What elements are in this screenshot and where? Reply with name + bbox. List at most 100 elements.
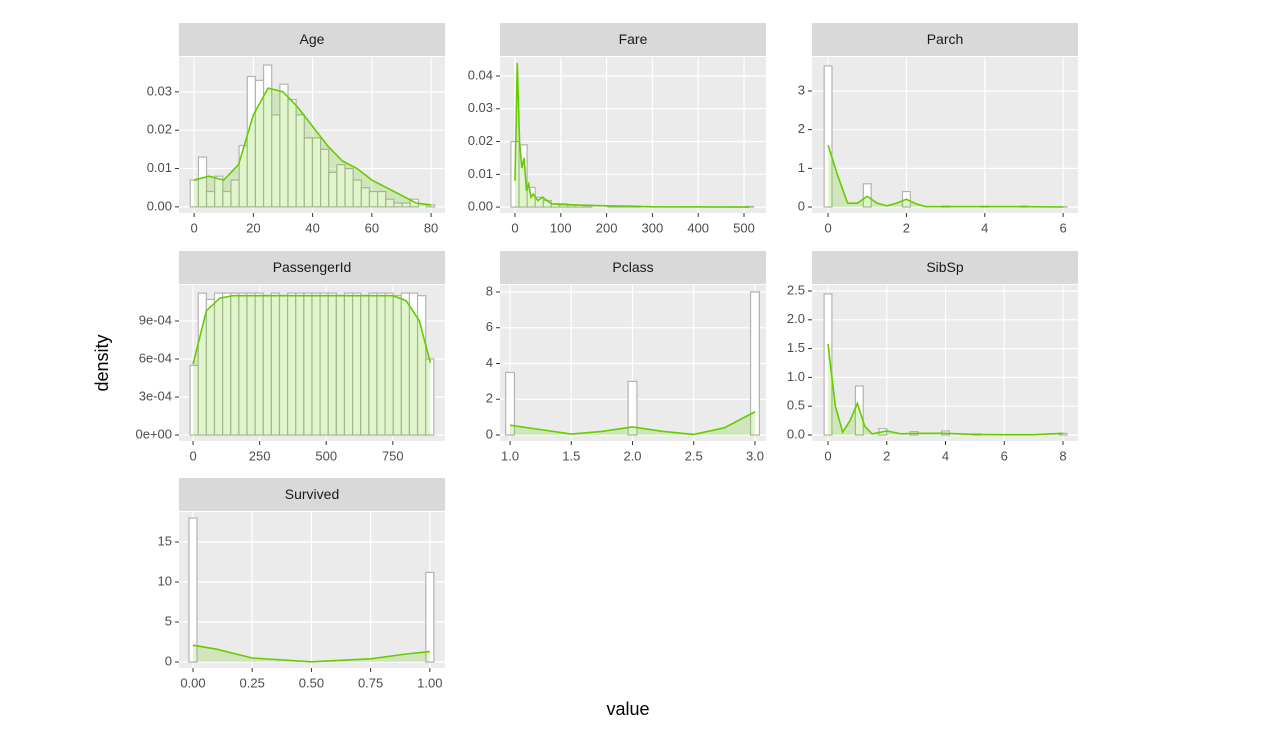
x-tick-label: 0.50: [299, 675, 324, 690]
x-tick-label: 100: [550, 220, 572, 235]
histogram-bar: [823, 65, 833, 208]
density-area: [192, 645, 430, 662]
histogram-bar: [188, 517, 198, 663]
histogram-bar: [518, 144, 528, 208]
strip: [812, 23, 1078, 56]
x-tick-label: 20: [246, 220, 260, 235]
y-tick-label: 5: [165, 613, 172, 628]
panel-background: [812, 57, 1078, 213]
y-tick-label: 0: [486, 426, 493, 441]
y-tick-label: 0.01: [147, 160, 172, 175]
histogram-bar: [197, 156, 208, 208]
x-tick-label: 0: [190, 220, 197, 235]
x-tick-label: 0: [824, 220, 831, 235]
x-tick-label: 80: [424, 220, 438, 235]
x-tick-label: 0.75: [358, 675, 383, 690]
x-tick-label: 0: [189, 448, 196, 463]
density-line: [514, 62, 750, 208]
y-tick-label: 3e-04: [139, 388, 172, 403]
density-area: [193, 295, 431, 436]
x-tick-label: 500: [733, 220, 755, 235]
density-line: [827, 144, 1064, 208]
y-tick-label: 1: [798, 160, 805, 175]
y-tick-label: 4: [486, 355, 493, 370]
panel-title: PassengerId: [273, 259, 352, 275]
x-tick-label: 3.0: [746, 448, 764, 463]
panel-title: Parch: [927, 31, 964, 47]
x-tick-label: 4: [981, 220, 988, 235]
density-area: [194, 88, 432, 207]
y-tick-label: 0: [798, 198, 805, 213]
y-tick-label: 0.00: [147, 198, 172, 213]
histogram-bar: [425, 571, 435, 663]
y-tick-label: 15: [158, 533, 172, 548]
x-tick-label: 1.0: [501, 448, 519, 463]
y-tick-label: 0.00: [468, 199, 493, 214]
y-tick-label: 9e-04: [139, 312, 172, 327]
y-tick-label: 1.0: [787, 369, 805, 384]
x-tick-label: 1.00: [417, 675, 442, 690]
x-tick-label: 8: [1059, 448, 1066, 463]
strip: [179, 23, 445, 56]
strip: [812, 251, 1078, 284]
y-tick-label: 0.02: [468, 133, 493, 148]
density-area: [510, 411, 755, 435]
x-tick-label: 1.5: [562, 448, 580, 463]
histogram-bar: [505, 371, 516, 436]
x-axis-title: value: [606, 699, 649, 719]
histogram-bar: [583, 205, 593, 208]
y-tick-label: 0.04: [468, 67, 493, 82]
x-tick-label: 2: [903, 220, 910, 235]
x-tick-label: 0: [511, 220, 518, 235]
y-tick-label: 0.02: [147, 122, 172, 137]
x-tick-label: 6: [1001, 448, 1008, 463]
y-tick-label: 0e+00: [135, 426, 172, 441]
strip: [179, 478, 445, 511]
x-tick-label: 0: [824, 448, 831, 463]
x-tick-label: 6: [1059, 220, 1066, 235]
density-line: [827, 343, 1064, 436]
x-tick-label: 0.00: [180, 675, 205, 690]
x-tick-label: 2.0: [623, 448, 641, 463]
y-tick-label: 2.0: [787, 311, 805, 326]
x-tick-label: 400: [687, 220, 709, 235]
y-tick-label: 0: [165, 653, 172, 668]
density-line: [193, 87, 432, 206]
y-tick-label: 0.0: [787, 426, 805, 441]
x-tick-label: 2: [883, 448, 890, 463]
x-tick-label: 200: [596, 220, 618, 235]
panel-title: Pclass: [612, 259, 653, 275]
panel-title: Survived: [285, 486, 339, 502]
density-line: [192, 644, 430, 663]
y-tick-label: 3: [798, 82, 805, 97]
y-tick-label: 6e-04: [139, 350, 172, 365]
x-tick-label: 750: [382, 448, 404, 463]
y-tick-label: 10: [158, 573, 172, 588]
y-tick-label: 0.01: [468, 166, 493, 181]
x-tick-label: 60: [365, 220, 379, 235]
density-line: [509, 411, 756, 436]
strip: [500, 23, 766, 56]
panel-title: SibSp: [926, 259, 964, 275]
x-tick-label: 500: [315, 448, 337, 463]
panel-title: Age: [300, 31, 325, 47]
x-tick-label: 250: [249, 448, 271, 463]
y-tick-label: 2.5: [787, 282, 805, 297]
y-tick-label: 1.5: [787, 340, 805, 355]
y-tick-label: 6: [486, 319, 493, 334]
x-tick-label: 40: [305, 220, 319, 235]
histogram-bar: [823, 293, 833, 436]
y-tick-label: 0.03: [468, 100, 493, 115]
x-tick-label: 4: [942, 448, 949, 463]
x-tick-label: 300: [642, 220, 664, 235]
y-tick-label: 0.5: [787, 398, 805, 413]
y-tick-label: 8: [486, 283, 493, 298]
panel-title: Fare: [619, 31, 648, 47]
y-tick-label: 0.03: [147, 83, 172, 98]
panel-background: [500, 57, 766, 213]
histogram-bar: [627, 380, 638, 436]
density-area: [828, 343, 1064, 436]
y-tick-label: 2: [486, 391, 493, 406]
density-line: [192, 294, 432, 365]
